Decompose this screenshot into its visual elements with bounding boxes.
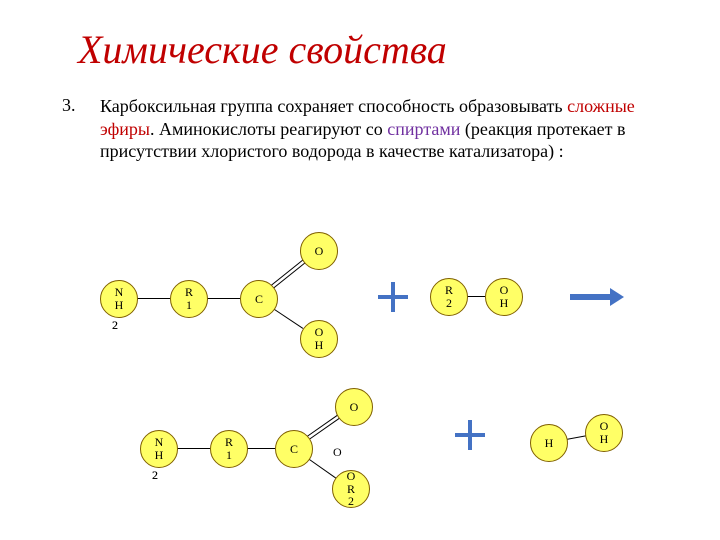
atom-R2: R 2 [430,278,468,316]
atom-OH: O H [585,414,623,452]
bond [273,308,304,329]
subscript: 2 [112,318,118,333]
atom-NH: N H [100,280,138,318]
bond [306,415,337,437]
atom-OR2: O R 2 [332,470,370,508]
bond [136,298,170,299]
atom-OH2: O H [485,278,523,316]
bond [273,263,306,289]
bond [466,296,485,297]
atom-C: C [240,280,278,318]
bond [309,418,340,440]
list-number: 3. [62,95,76,116]
slide-title: Химические свойства [78,26,447,73]
bond [176,448,210,449]
atom-C: C [275,430,313,468]
atom-NH: N H [140,430,178,468]
text-part-2: . Аминокислоты реагируют со [150,119,387,139]
plus-icon [455,420,485,450]
bond [566,435,586,440]
subscript: 2 [152,468,158,483]
atom-H: H [530,424,568,462]
plus-icon [378,282,408,312]
atom-O_top: O [335,388,373,426]
atom-R1: R 1 [210,430,248,468]
bond [246,448,275,449]
atom-OH_bot: O H [300,320,338,358]
slide-text: Карбоксильная группа сохраняет способнос… [100,95,660,163]
bond [206,298,240,299]
subscript: O [333,445,342,460]
alcohols-term: спиртами [387,119,460,139]
text-part-1: Карбоксильная группа сохраняет способнос… [100,96,567,116]
atom-O_top: O [300,232,338,270]
bond [307,458,335,478]
bond [270,260,303,286]
atom-R1: R 1 [170,280,208,318]
arrow-icon [570,288,624,306]
